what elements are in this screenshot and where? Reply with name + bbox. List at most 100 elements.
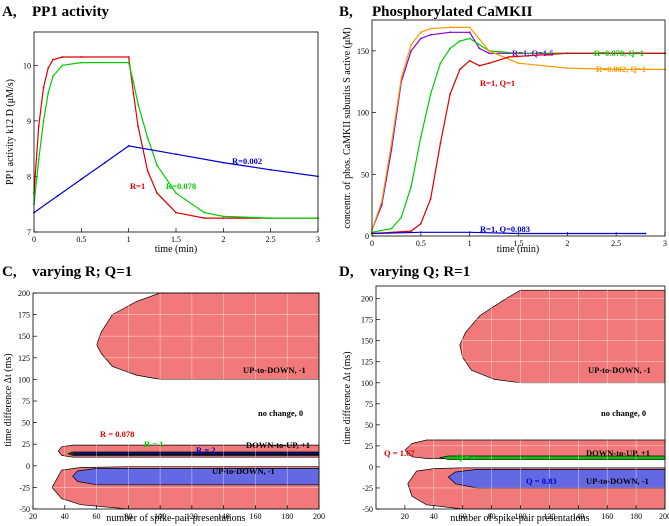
x-tick-label: 160 [249,512,261,521]
data-point [380,204,383,207]
panel-c: C, varying R; Q=1 -50 -25 0 25 50 75 100 125 150… [2,264,325,524]
y-tick-label: 200 [18,289,30,298]
data-point [156,164,159,167]
x-tick-label: 180 [281,512,293,521]
panel-b-y-ticks: 0 50 100 150 [357,47,376,241]
panel-a: A, PP1 activity 7 8 9 10 0 0.5 1 1.5 2 2.5 3 time… [2,4,320,255]
panel-a-label: A, [2,4,17,20]
data-point [52,75,54,78]
y-tick-label: 25 [22,440,30,449]
data-point [449,31,451,34]
data-point [410,50,412,52]
region-label-up-to-down-lower: UP-to-DOWN, -1 [212,466,275,476]
annotation-q-1.67: Q = 1.67 [384,448,415,458]
panel-b-frame [371,19,666,237]
y-tick-label: 0 [365,232,369,241]
y-tick-label: 25 [365,442,373,451]
y-tick-label: 0 [26,462,30,471]
data-point [468,231,471,234]
y-tick-label: 7 [27,228,31,237]
y-tick-label: -25 [19,483,30,492]
data-point [478,64,481,67]
y-tick-label: -50 [362,505,373,514]
panel-c-xlabel: number of spike-pair presentations [106,513,245,524]
data-point [644,232,647,235]
x-tick-label: 0 [370,239,374,248]
data-point [488,62,491,65]
panel-a-title: PP1 activity [32,4,110,20]
data-point [429,27,432,30]
series-line-r-1-q-1.5 [371,31,665,231]
annotation-r-0.078: R = 0.078 [100,429,134,439]
data-point [137,125,140,128]
data-point [156,192,159,195]
panel-c-regions [32,292,320,510]
region-label-up-to-down: UP-to-DOWN, -1 [588,365,651,375]
region-label-no-change: no change, 0 [258,408,303,418]
x-tick-label: 40 [430,512,438,521]
series-line-r-0.002 [33,145,319,214]
x-tick-label: 3 [663,239,667,248]
data-point [42,120,45,122]
x-tick-label: 2 [565,239,569,248]
annotation-r0.078-q1: R=0.078, Q=1 [594,48,644,58]
data-point [127,56,130,58]
panel-d-label: D, [339,264,354,280]
data-point [222,217,225,220]
annotation-r1-q1.5: R=1, Q=1.5 [512,48,554,58]
panel-b-label: B, [339,4,353,20]
panel-c-y-ticks: -50 -25 0 25 50 75 100 125 150 175 200 [18,289,37,514]
x-tick-label: 1.5 [171,235,181,244]
data-point [459,40,461,42]
y-tick-label: 50 [365,421,373,430]
series-line-r-1-q-1 [371,52,665,235]
y-tick-label: 75 [22,397,30,406]
data-point [468,37,471,40]
data-point [203,211,206,214]
data-point [175,153,177,156]
data-point [419,37,422,40]
x-tick-label: 20 [401,512,409,521]
data-point [410,230,412,233]
x-tick-label: 2 [221,235,225,244]
panel-b-series [371,26,666,235]
x-tick-label: 80 [488,512,496,521]
data-point [449,47,451,50]
data-point [449,26,451,29]
data-point [429,33,432,36]
x-tick-label: 200 [313,512,325,521]
data-point [439,62,442,65]
x-tick-label: 120 [186,512,198,521]
data-point [47,92,50,94]
panel-c-x-ticks: 20 40 60 80 100 120 140 160 180 200 [29,505,325,521]
data-point [488,50,491,52]
panel-d-y-ticks: -50 -25 0 25 50 75 100 125 150 175 200 [361,295,380,514]
data-point [419,31,422,34]
panel-d-title: varying Q; R=1 [370,264,470,280]
data-point [175,211,177,214]
data-point [566,67,569,69]
data-point [390,227,393,230]
x-tick-label: 120 [543,512,555,521]
panel-b-ylabel: concentr. of phos. CaMKII subunits S act… [342,27,353,228]
annotation-q-0.83: Q = 0.83 [526,476,557,486]
data-point [146,136,149,139]
y-tick-label: 150 [361,337,373,346]
data-point [52,58,54,61]
data-point [429,93,432,95]
y-tick-label: 9 [27,117,31,126]
y-tick-label: 200 [361,295,373,304]
annotation-r-2: R = 2 [196,445,215,455]
series-line-r-0.078-q-1 [371,37,665,233]
data-point [127,145,130,147]
data-point [175,192,177,195]
x-tick-label: 160 [601,512,613,521]
y-tick-label: 100 [18,375,30,384]
region-label-no-change: no change, 0 [601,408,646,418]
data-point [269,168,272,171]
data-point [615,68,618,71]
panel-d-ylabel: time difference Δt (ms) [342,351,353,444]
data-point [400,77,403,79]
data-point [80,178,83,181]
